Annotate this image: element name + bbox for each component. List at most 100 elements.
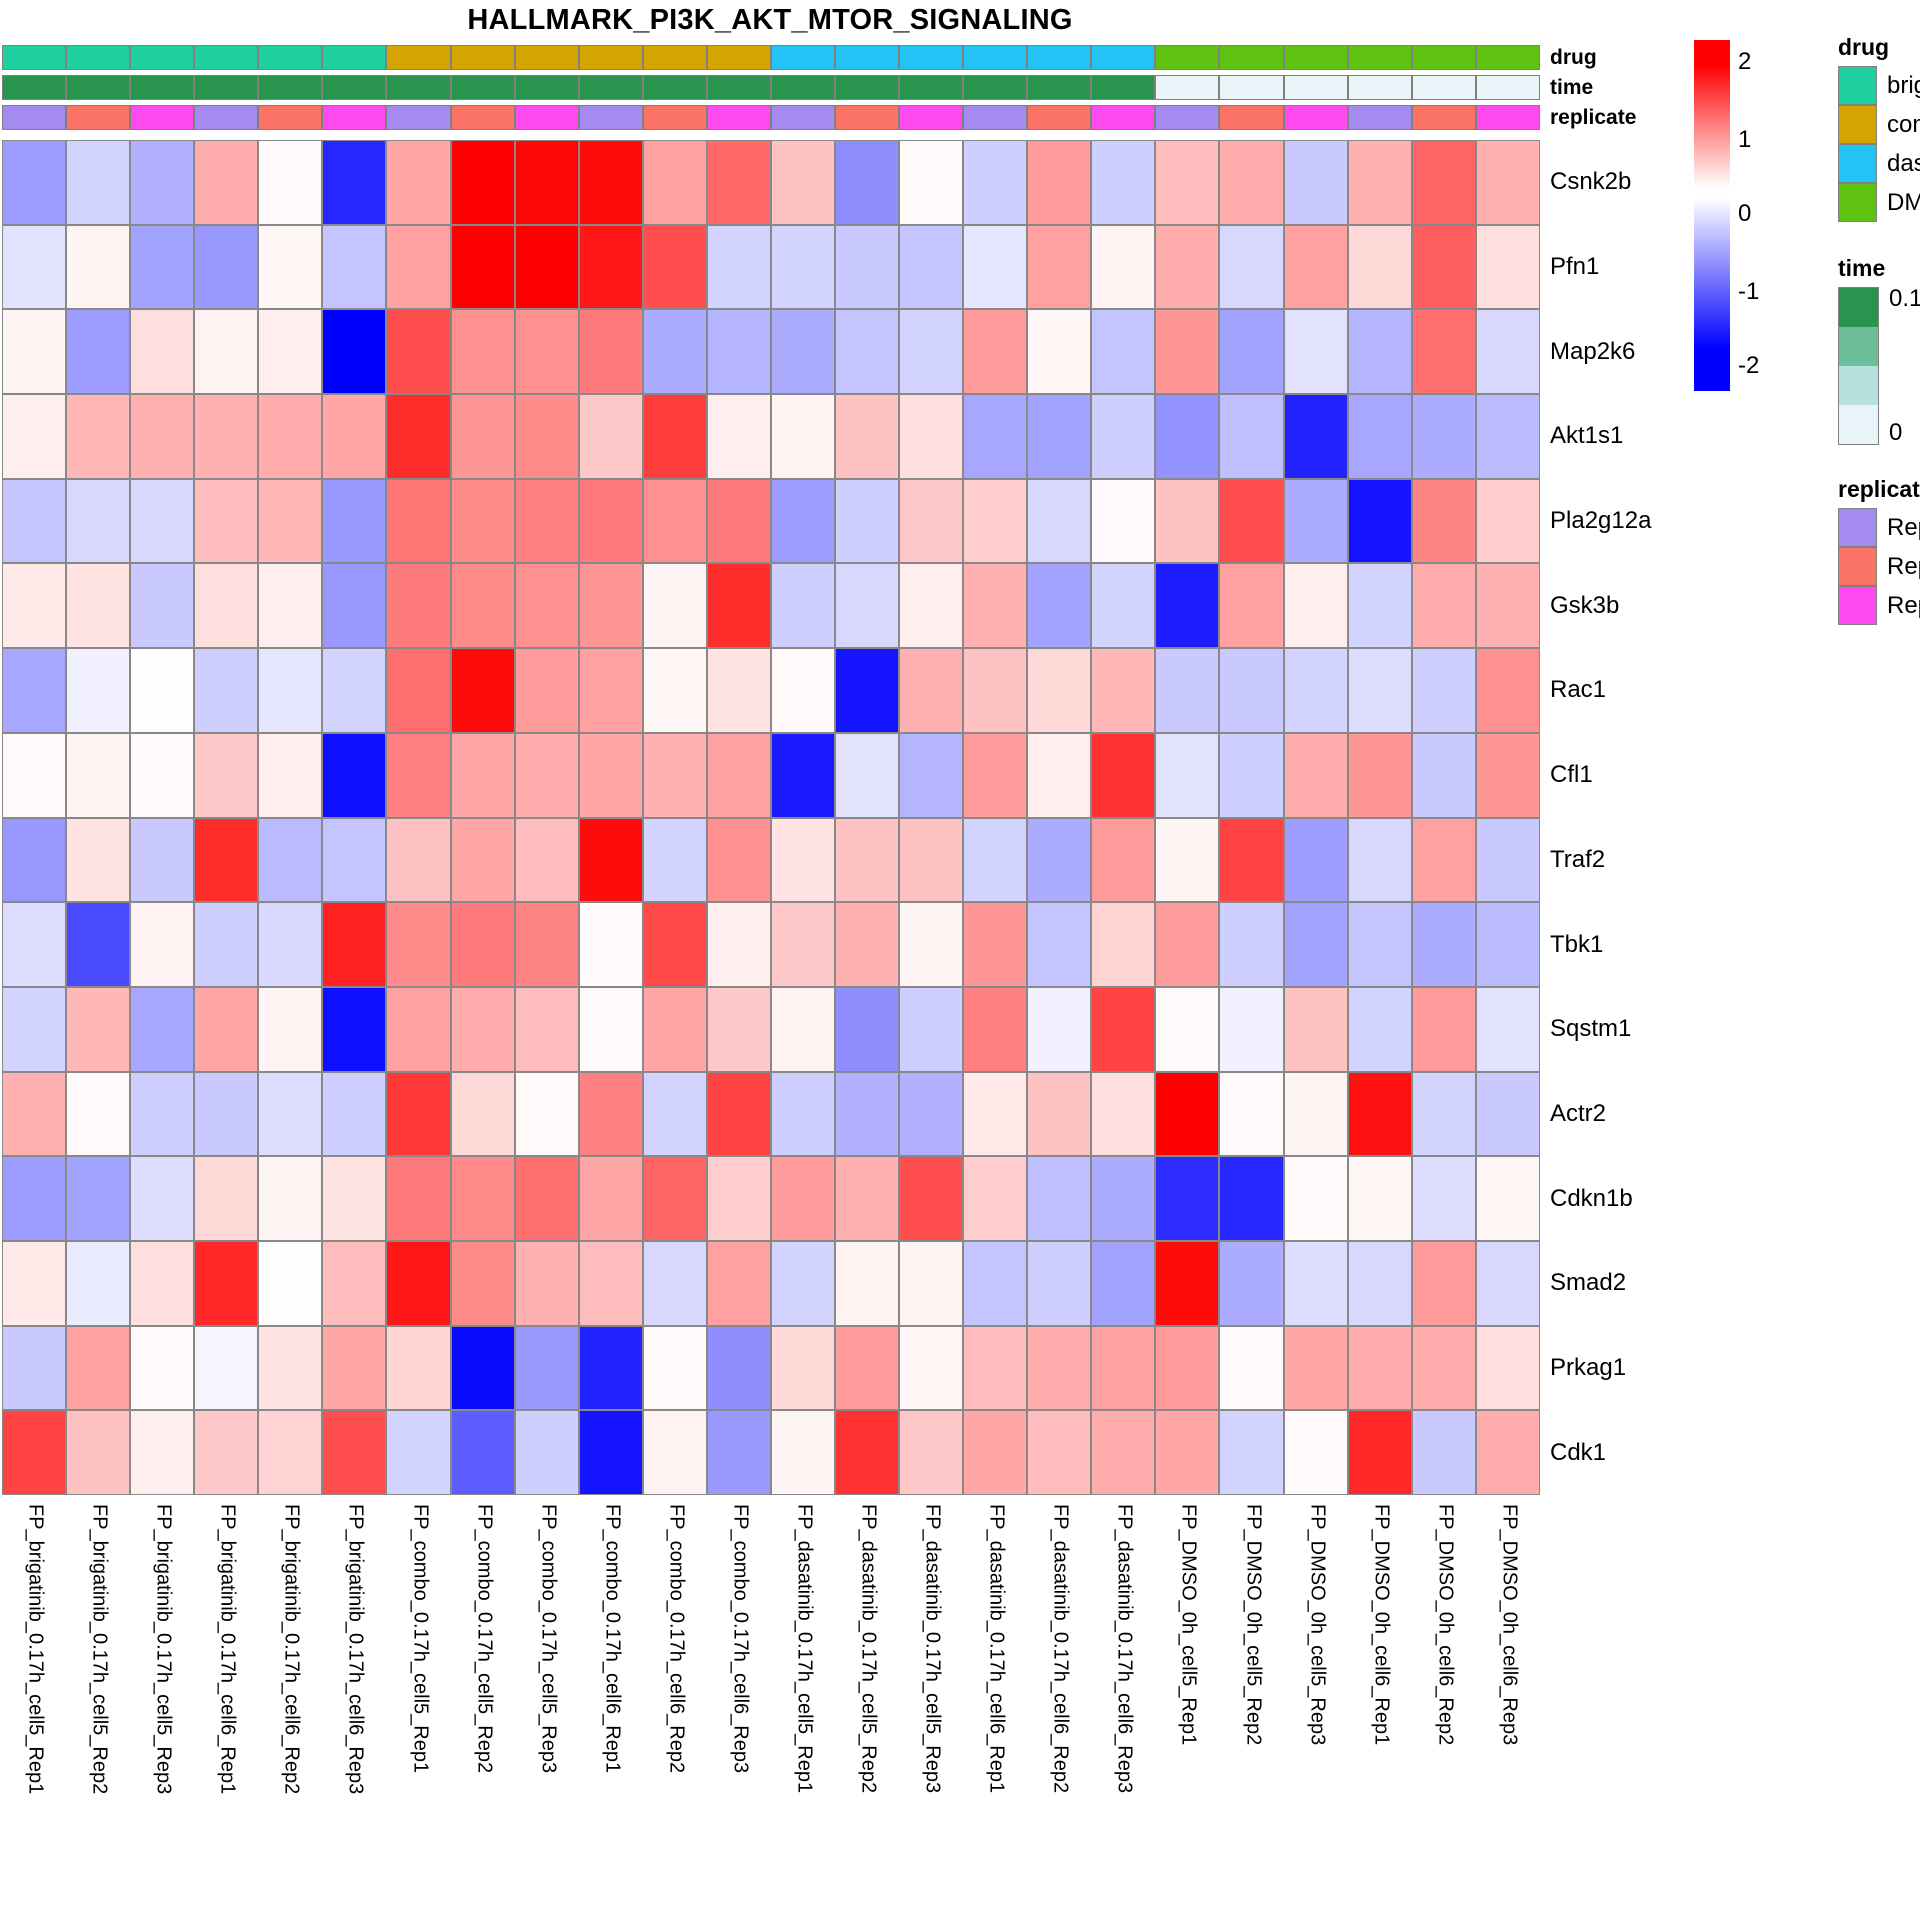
heatmap-cell — [899, 732, 964, 818]
heatmap-cell — [1283, 648, 1348, 733]
heatmap-cell — [194, 902, 259, 987]
legend-swatch-replicate — [1838, 508, 1877, 547]
legend-title-replicate: replicate — [1838, 476, 1920, 502]
heatmap-cell — [1347, 563, 1412, 649]
legend-row-replicate[interactable]: Rep1 — [1838, 508, 1920, 547]
heatmap-cell — [899, 1325, 964, 1411]
column-label-slot: FP_dasatinib_0.17h_cell6_Rep2 — [1027, 1500, 1091, 1920]
heatmap-cell — [1027, 1240, 1092, 1326]
heatmap-cell — [578, 478, 643, 564]
heatmap-cell — [66, 1410, 131, 1495]
legend-row-drug[interactable]: combo — [1838, 105, 1920, 144]
heatmap-cell — [2, 1071, 67, 1157]
heatmap-cell — [1219, 1240, 1284, 1326]
heatmap-cell — [642, 1410, 707, 1495]
column-label: FP_dasatinib_0.17h_cell6_Rep2 — [1049, 1504, 1072, 1794]
heatmap-cell — [2, 309, 67, 395]
heatmap-cell — [1091, 140, 1156, 225]
annotation-cell-drug — [1411, 45, 1476, 70]
heatmap-cell — [322, 648, 387, 733]
legend-row-replicate[interactable]: Rep2 — [1838, 547, 1920, 586]
heatmap-cell — [66, 309, 131, 395]
annotation-label-time: time — [1550, 76, 1594, 99]
row-label: Pla2g12a — [1550, 507, 1652, 535]
heatmap-cell — [1155, 140, 1220, 225]
heatmap-cell — [1027, 732, 1092, 818]
heatmap-cell — [1155, 902, 1220, 987]
heatmap-cell — [2, 986, 67, 1072]
annotation-cell-time — [450, 75, 515, 100]
heatmap-cell — [450, 478, 515, 564]
heatmap-cell — [1411, 1240, 1476, 1326]
heatmap-cell — [1283, 732, 1348, 818]
color-scale-tick: -2 — [1738, 352, 1760, 379]
heatmap-cell — [1283, 986, 1348, 1072]
annotation-cell-replicate — [963, 105, 1028, 130]
annotation-cell-drug — [1027, 45, 1092, 70]
annotation-cell-replicate — [322, 105, 387, 130]
heatmap-cell — [1475, 140, 1540, 225]
annotation-cell-replicate — [1283, 105, 1348, 130]
column-label: FP_dasatinib_0.17h_cell6_Rep1 — [985, 1504, 1008, 1794]
heatmap-cell — [514, 140, 579, 225]
column-label: FP_combo_0.17h_cell5_Rep2 — [473, 1504, 496, 1774]
annotation-cell-replicate — [66, 105, 131, 130]
heatmap-cell — [130, 1410, 195, 1495]
column-label-slot: FP_DMSO_0h_cell5_Rep3 — [1284, 1500, 1348, 1920]
heatmap-cell — [66, 478, 131, 564]
legend-row-replicate[interactable]: Rep3 — [1838, 586, 1920, 625]
legend-row-drug[interactable]: dasatinib — [1838, 144, 1920, 183]
heatmap-cell — [963, 394, 1028, 479]
column-label-slot: FP_brigatinib_0.17h_cell6_Rep2 — [258, 1500, 322, 1920]
annotation-cell-time — [770, 75, 836, 100]
heatmap-cell — [642, 309, 707, 395]
legend-swatch-time — [1839, 366, 1878, 405]
legend-row-drug[interactable]: brigatinib — [1838, 66, 1920, 105]
heatmap-cell — [130, 1156, 195, 1241]
heatmap-cell — [258, 1156, 323, 1241]
heatmap-cell — [835, 1410, 900, 1495]
column-label-axis: FP_brigatinib_0.17h_cell5_Rep1 FP_brigati… — [2, 1500, 1540, 1920]
annotation-cell-drug — [1283, 45, 1348, 70]
heatmap-cell — [899, 224, 964, 310]
annotation-cell-replicate — [578, 105, 643, 130]
heatmap-cell — [963, 478, 1028, 564]
heatmap-cell — [1347, 902, 1412, 987]
heatmap-row: Actr2 — [2, 1071, 1606, 1157]
heatmap-row: Smad2 — [2, 1240, 1626, 1326]
heatmap-cell — [1411, 986, 1476, 1072]
heatmap-cell — [1091, 986, 1156, 1072]
heatmap-cell — [642, 817, 707, 903]
column-label: FP_DMSO_0h_cell5_Rep1 — [1178, 1504, 1201, 1746]
annotation-cell-replicate — [899, 105, 964, 130]
column-label-slot: FP_DMSO_0h_cell6_Rep2 — [1412, 1500, 1476, 1920]
heatmap-cell — [1475, 1410, 1540, 1495]
heatmap-cell — [130, 732, 195, 818]
heatmap-cell — [1283, 140, 1348, 225]
row-label: Sqstm1 — [1550, 1015, 1632, 1043]
heatmap-cell — [386, 902, 451, 987]
heatmap-cell — [706, 563, 771, 649]
annotation-cell-time — [1219, 75, 1284, 100]
heatmap-cell — [578, 394, 643, 479]
heatmap-cell — [1219, 309, 1284, 395]
heatmap-cell — [642, 394, 707, 479]
column-label: FP_dasatinib_0.17h_cell5_Rep2 — [857, 1504, 880, 1794]
heatmap-cell — [194, 1156, 259, 1241]
column-label: FP_combo_0.17h_cell6_Rep2 — [665, 1504, 688, 1774]
heatmap-cell — [706, 1156, 771, 1241]
heatmap-cell — [2, 1240, 67, 1326]
heatmap-cell — [386, 817, 451, 903]
column-label-slot: FP_combo_0.17h_cell6_Rep2 — [643, 1500, 707, 1920]
legend-row-drug[interactable]: DMSO — [1838, 183, 1920, 222]
heatmap-row: Rac1 — [2, 648, 1606, 733]
legend-label-replicate: Rep1 — [1887, 513, 1920, 541]
heatmap-cell — [194, 1410, 259, 1495]
column-label-slot: FP_DMSO_0h_cell6_Rep3 — [1476, 1500, 1540, 1920]
heatmap-cell — [899, 309, 964, 395]
heatmap-cell — [642, 1240, 707, 1326]
heatmap-cell — [1027, 478, 1092, 564]
heatmap-cell — [1347, 1240, 1412, 1326]
heatmap-cell — [899, 902, 964, 987]
heatmap-cell — [66, 986, 131, 1072]
